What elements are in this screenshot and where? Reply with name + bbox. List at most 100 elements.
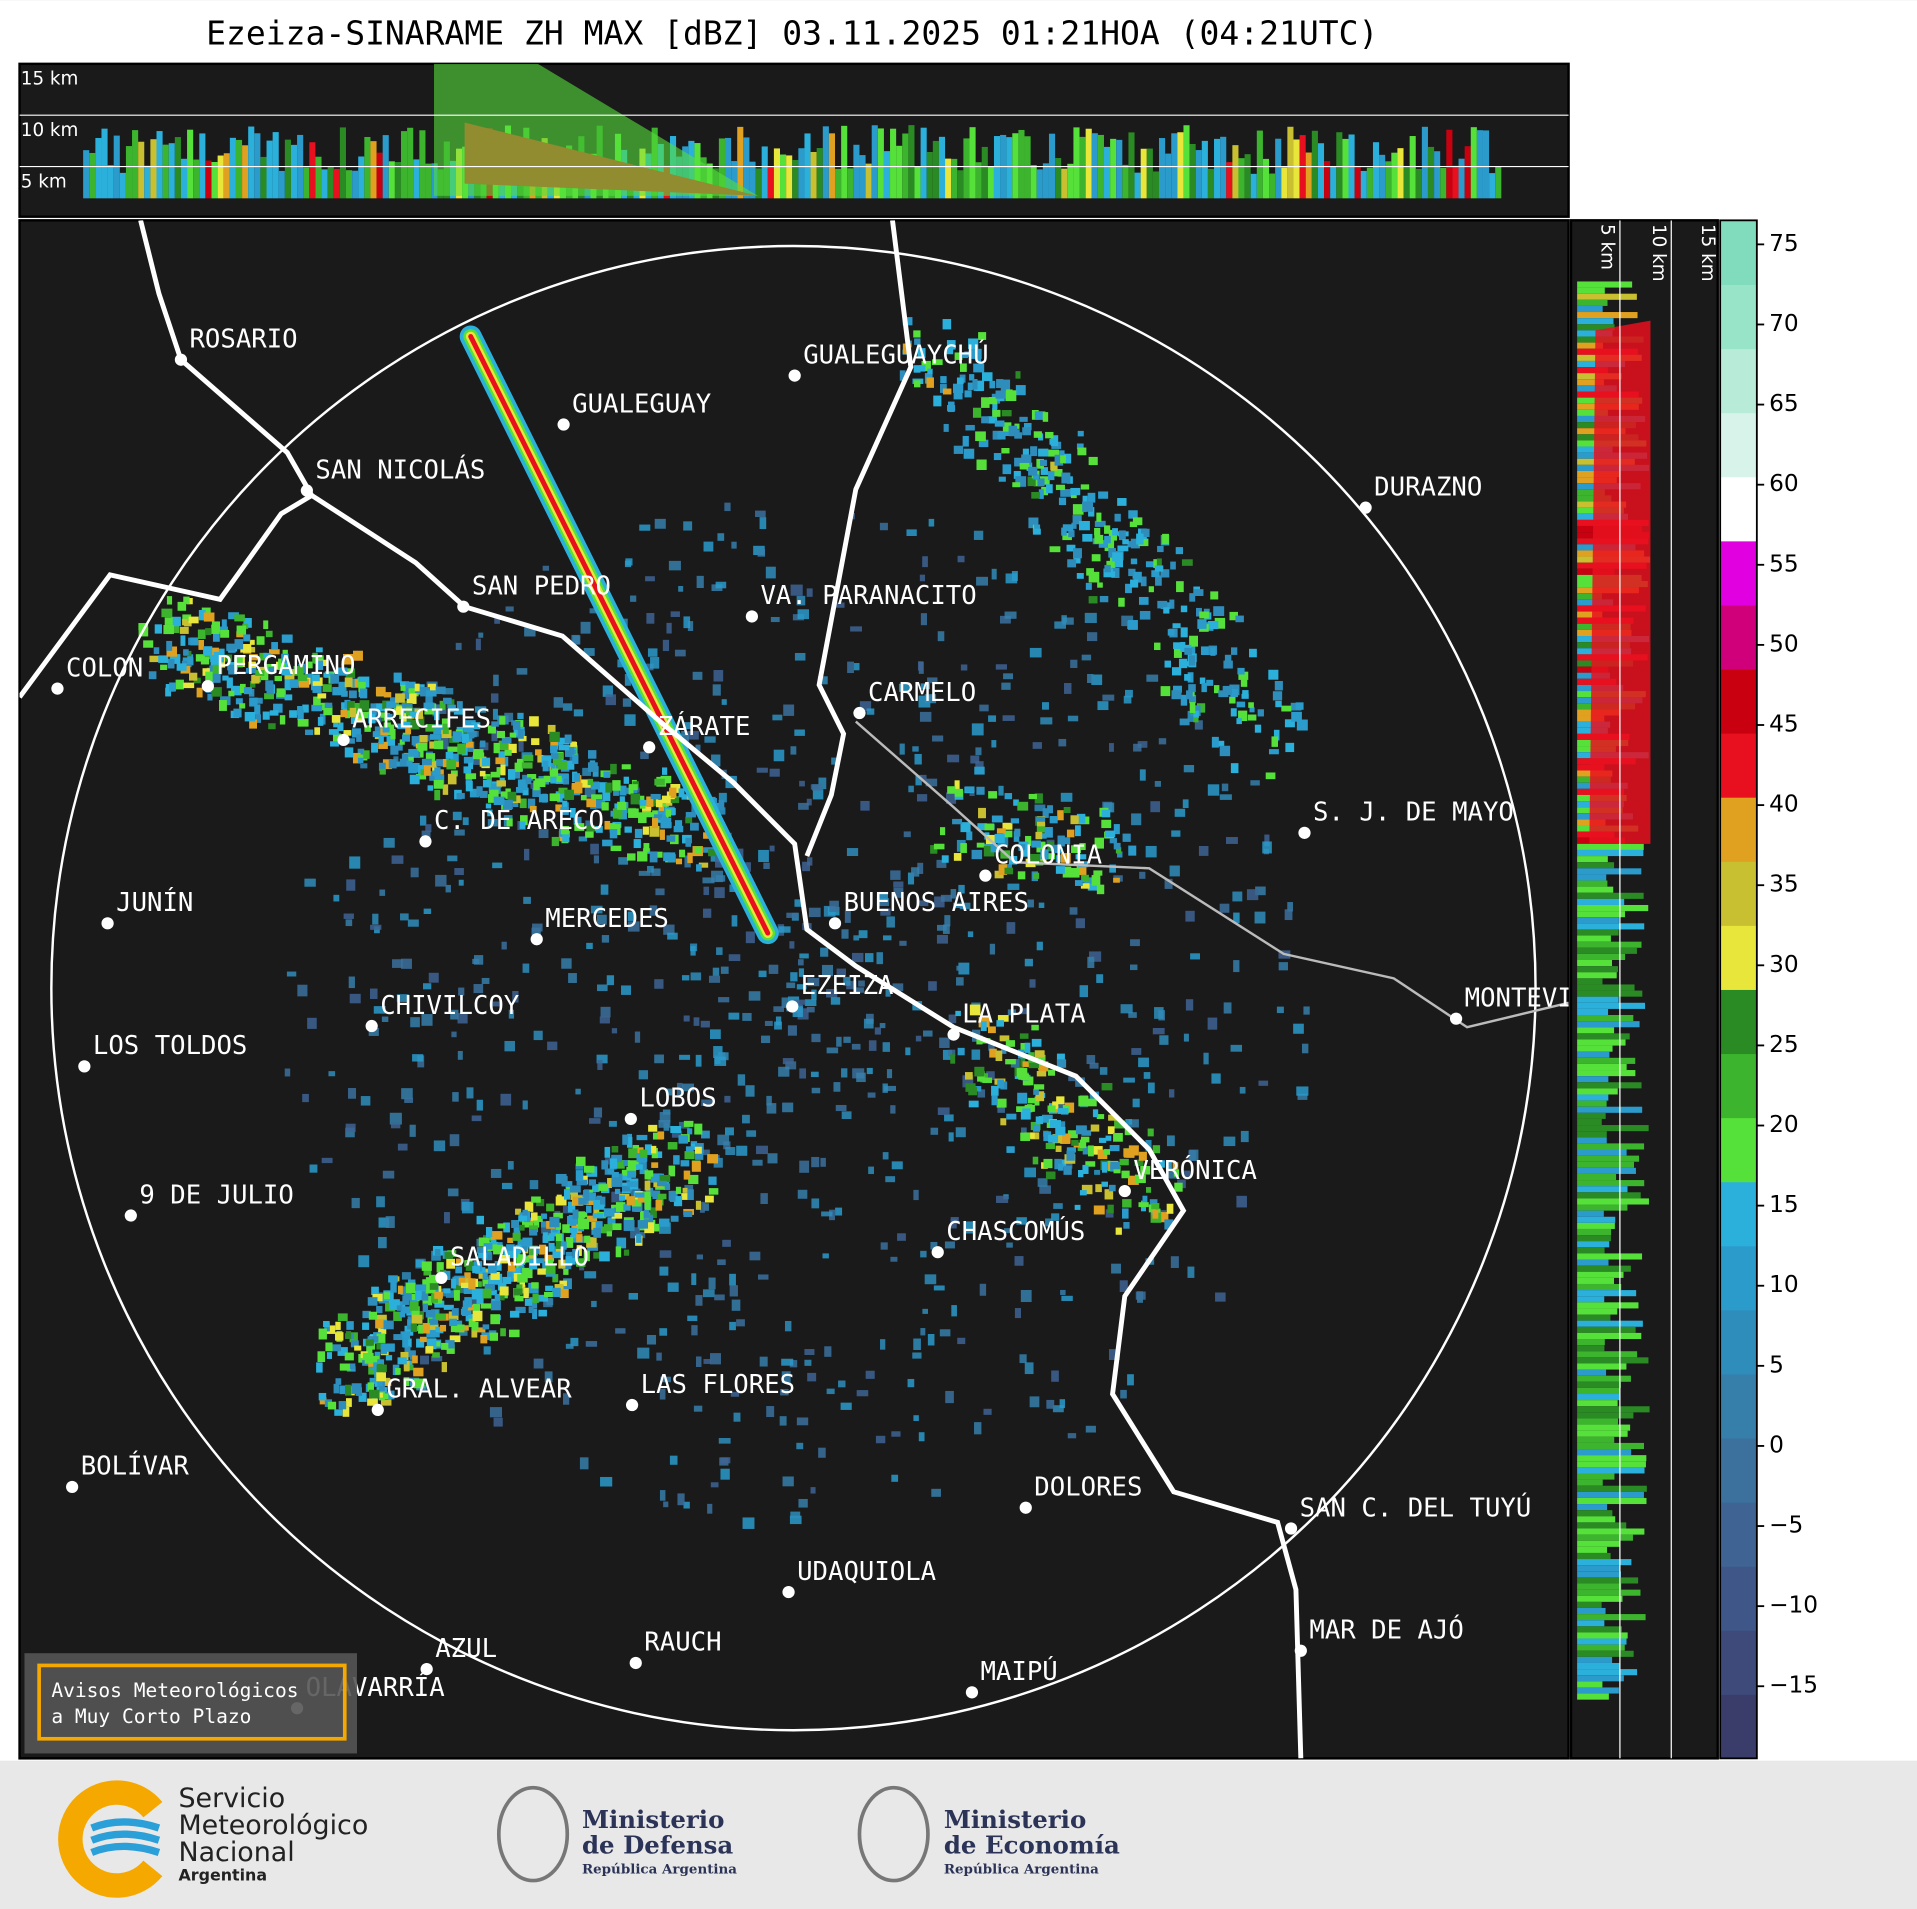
echo — [400, 684, 406, 691]
echo — [548, 1233, 555, 1241]
echo — [235, 698, 243, 705]
echo — [1057, 1108, 1069, 1114]
echo — [465, 1261, 476, 1271]
echo — [577, 1211, 586, 1219]
profile-echo — [1577, 1669, 1638, 1676]
echo — [348, 690, 357, 699]
echo — [1055, 866, 1065, 874]
echo — [550, 762, 556, 771]
echo — [452, 1276, 462, 1285]
echo — [531, 927, 541, 936]
echo — [243, 687, 252, 695]
profile-echo — [260, 156, 267, 199]
echo — [991, 568, 997, 580]
profile-echo — [1293, 139, 1300, 199]
colorbar-bin — [1720, 1245, 1757, 1311]
echo — [481, 757, 491, 767]
profile-echo — [1079, 136, 1086, 199]
echo — [1036, 824, 1046, 833]
echo — [1200, 646, 1212, 656]
echo — [1132, 517, 1143, 526]
echo — [667, 852, 676, 863]
echo — [1019, 1354, 1027, 1364]
echo — [1021, 1127, 1027, 1137]
echo — [500, 1328, 506, 1337]
echo — [1064, 453, 1072, 464]
echo — [1029, 647, 1042, 658]
echo — [549, 793, 561, 802]
profile-echo — [1577, 1051, 1610, 1058]
profile-spike — [434, 63, 758, 196]
echo — [781, 997, 789, 1008]
echo — [480, 1303, 492, 1309]
echo — [1054, 847, 1063, 853]
profile-echo — [1577, 1320, 1643, 1327]
echo — [911, 867, 920, 877]
echo — [578, 1197, 587, 1205]
echo — [325, 1325, 336, 1334]
echo — [962, 435, 969, 447]
profile-echo — [798, 148, 805, 199]
echo — [222, 654, 233, 662]
echo — [811, 989, 817, 1000]
echo — [621, 764, 631, 770]
echo — [707, 1503, 713, 1514]
echo — [547, 1041, 558, 1051]
echo — [368, 1311, 378, 1320]
city-label: PERGAMINO — [216, 651, 355, 681]
echo — [944, 915, 951, 927]
profile-echo — [119, 172, 126, 199]
echo — [1152, 1027, 1165, 1035]
echo — [882, 1083, 888, 1093]
echo — [939, 1329, 951, 1337]
echo — [960, 843, 967, 853]
echo — [403, 721, 414, 728]
echo — [489, 789, 499, 799]
echo — [913, 1189, 919, 1201]
echo — [1060, 1133, 1071, 1144]
echo — [933, 843, 945, 850]
echo — [1098, 540, 1109, 548]
echo — [1028, 793, 1037, 800]
echo — [311, 704, 323, 712]
echo — [391, 855, 404, 864]
echo — [522, 1209, 528, 1216]
echo — [595, 1221, 603, 1233]
echo — [425, 695, 433, 705]
echo — [975, 761, 984, 772]
echo — [1075, 825, 1081, 837]
echo — [243, 634, 251, 642]
echo — [1059, 1399, 1066, 1409]
echo — [658, 1218, 670, 1227]
echo — [1097, 1149, 1108, 1160]
echo — [1123, 695, 1132, 704]
profile-echo — [388, 161, 395, 199]
echo — [927, 1334, 935, 1346]
echo — [349, 993, 361, 1004]
echo — [593, 1227, 601, 1238]
echo — [541, 1224, 552, 1234]
city-dot — [365, 1019, 378, 1033]
echo — [891, 1474, 899, 1482]
echo — [503, 1222, 510, 1233]
profile-echo — [969, 127, 976, 199]
profile-echo — [1577, 1357, 1649, 1364]
echo — [409, 1301, 419, 1311]
echo — [1113, 824, 1120, 835]
profile-echo — [1577, 1620, 1605, 1627]
echo — [737, 1074, 746, 1086]
echo — [650, 1207, 657, 1219]
echo — [410, 711, 418, 718]
echo — [1176, 581, 1184, 593]
echo — [544, 1371, 553, 1383]
echo — [621, 985, 632, 995]
city-dot — [782, 1585, 795, 1599]
echo — [585, 820, 591, 829]
echo — [523, 1287, 529, 1299]
echo — [431, 1356, 443, 1362]
echo — [544, 1254, 555, 1262]
echo — [605, 782, 612, 793]
echo — [810, 1071, 819, 1078]
echo — [517, 712, 524, 720]
echo — [729, 1273, 736, 1286]
